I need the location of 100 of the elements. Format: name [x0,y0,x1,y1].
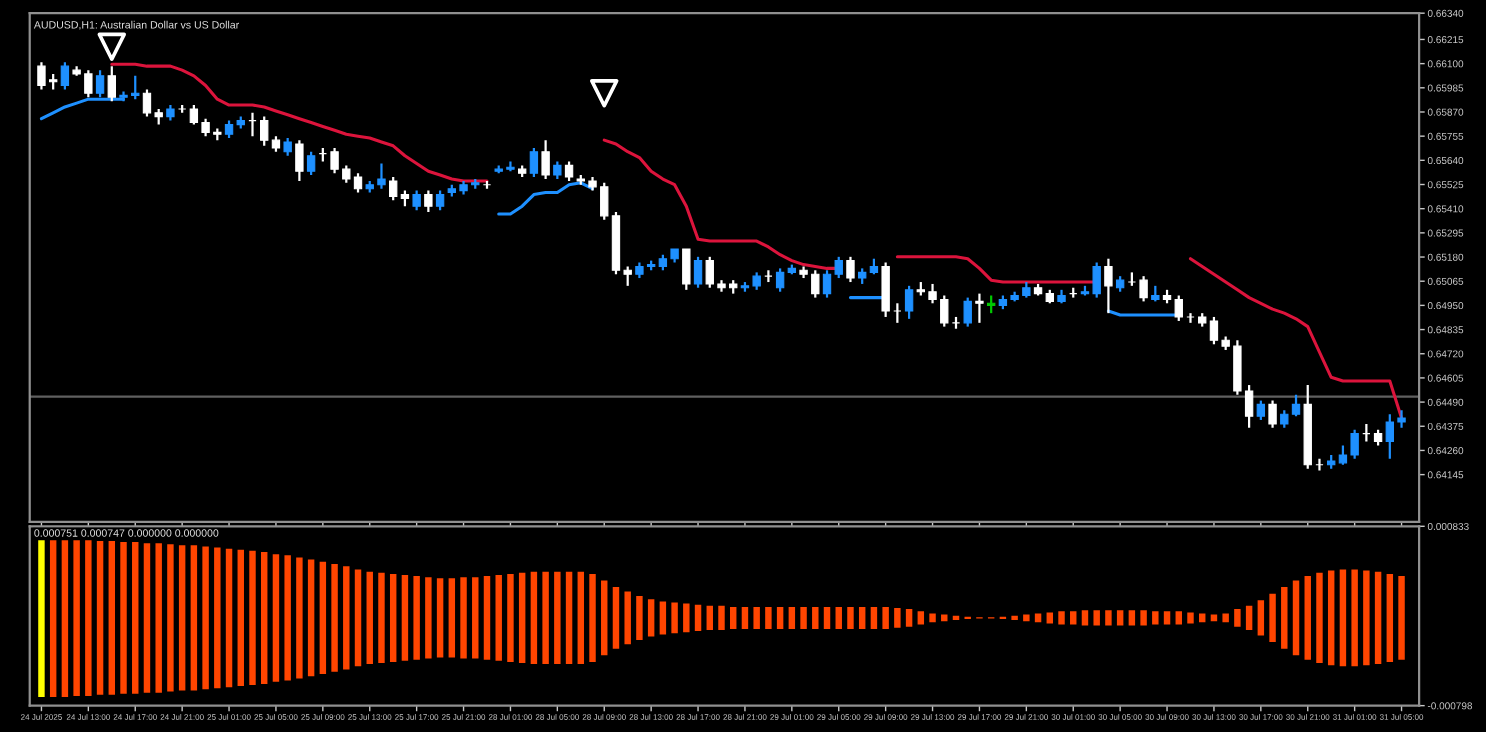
candlestick [389,175,398,202]
bar [1093,610,1100,626]
bar [85,539,92,696]
bar [1269,593,1276,643]
bar [1292,580,1300,656]
bar [812,606,819,629]
bar [225,548,233,688]
bar [636,595,643,640]
bar [589,573,596,662]
candlestick [881,261,890,319]
bar [917,611,925,625]
bar [729,606,737,629]
candlestick [682,247,691,291]
bar [753,606,760,629]
bar [319,561,327,674]
bar [49,538,57,698]
candlestick [904,284,914,320]
bar [343,566,350,670]
bar [929,613,936,623]
bar [1070,611,1077,625]
bar [694,604,702,632]
bar [354,569,362,667]
bar [835,606,842,629]
bar [1011,615,1018,621]
bar [1351,569,1358,667]
bar [495,575,502,661]
bar [307,559,315,677]
bar [1327,570,1335,666]
bar [389,573,397,662]
bar [894,608,901,628]
bar [612,587,620,649]
bar [1116,610,1124,626]
bar [237,549,244,687]
bar [1398,576,1405,660]
bar [284,555,291,681]
bar [425,577,432,659]
bar [683,603,690,633]
bar [1163,611,1171,625]
bar [624,591,631,645]
bar [1222,613,1229,623]
bar [1281,587,1288,649]
bar [530,571,538,665]
bar [272,554,280,682]
bar [870,606,878,629]
candlestick [424,189,433,214]
bar [788,606,796,629]
bar [120,542,127,694]
bar [507,573,514,662]
bar [296,557,303,679]
bar [73,539,80,696]
candlestick [846,255,855,284]
candlestick [435,189,445,212]
bar [249,550,256,685]
bar [61,538,69,698]
bar [448,578,456,658]
bar [1257,600,1265,636]
bar [214,547,221,689]
bar [436,578,444,658]
candlestick [975,292,984,324]
bar [647,599,655,637]
bar [706,605,713,630]
bar [776,606,784,629]
bar [659,601,667,635]
bar [472,577,479,659]
bar [577,571,585,665]
bar [190,545,198,691]
bar [1234,609,1241,627]
bar [1363,570,1370,666]
bar [155,543,162,693]
candlestick [1268,399,1277,429]
bar [1187,612,1194,624]
bar [1105,610,1112,626]
bar [178,545,186,691]
candlestick [541,139,550,181]
bar [565,571,573,665]
bar [413,576,420,660]
bar [261,551,268,684]
bar [108,540,116,695]
bar [823,606,831,629]
bar [378,572,385,663]
bar [96,540,104,695]
bar [1339,569,1347,667]
bar [483,576,491,660]
candlestick [1104,257,1113,315]
bar [366,571,373,665]
bar [718,605,725,630]
bar [401,575,409,661]
bar [167,544,174,692]
bar [847,606,854,629]
candlestick [295,139,304,183]
bar [1316,572,1323,663]
candlestick [529,146,539,179]
bar [858,606,866,629]
bar [1386,573,1394,662]
candlestick [564,160,574,183]
bar [905,609,913,627]
bar [202,546,209,690]
candlestick [693,255,703,289]
bar [1058,611,1065,625]
bar [143,543,151,693]
